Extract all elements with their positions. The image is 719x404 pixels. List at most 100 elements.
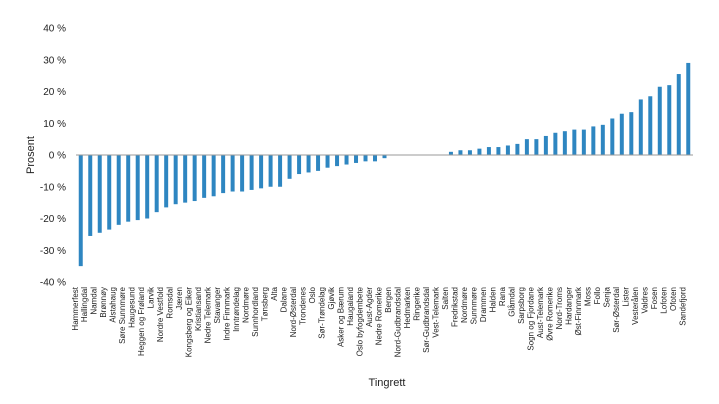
bar (126, 155, 131, 222)
bar (600, 124, 605, 155)
x-category-label: Sarpsborg (517, 287, 526, 324)
bar (154, 155, 159, 213)
x-category-label: Oslo (308, 286, 317, 303)
bar (259, 155, 264, 189)
bar (287, 155, 292, 179)
x-category-label: Nedre Telemark (204, 286, 213, 343)
x-category-label: Hardanger (564, 287, 573, 325)
bar (325, 155, 330, 168)
bar (382, 155, 387, 159)
y-tick-label: -10 % (40, 182, 66, 193)
bar (278, 155, 283, 187)
x-category-label: Asker og Bærum (337, 287, 346, 347)
bar (543, 135, 548, 155)
y-tick-label: 10 % (43, 119, 66, 130)
x-category-label: Nord-Gudbrandsdal (393, 287, 402, 357)
bar (505, 145, 510, 155)
x-category-label: Hammerfest (71, 286, 80, 330)
x-category-label: Tønsberg (261, 287, 270, 321)
x-category-label: Fosen (650, 287, 659, 309)
x-category-label: Heggen og Frøland (137, 287, 146, 356)
x-category-label: Hallingdal (80, 287, 89, 322)
x-category-label: Øvre Romerike (545, 286, 554, 340)
x-category-label: Bergen (384, 287, 393, 313)
bar (610, 118, 615, 155)
x-axis-title: Tingrett (369, 377, 406, 389)
x-category-label: Kristiansand (194, 287, 203, 331)
bar (145, 155, 150, 219)
x-category-label: Fredrikstad (450, 287, 459, 327)
x-category-label: Romsdal (166, 287, 175, 319)
bar (581, 129, 586, 155)
bar (192, 155, 197, 202)
bar (686, 62, 691, 155)
y-tick-label: 20 % (43, 87, 66, 98)
x-category-label: Sør-Østerdal (612, 287, 621, 333)
x-category-label: Haugaland (346, 287, 355, 326)
bar (496, 147, 501, 155)
x-category-label: Søre Sunnmøre (118, 286, 127, 343)
x-category-label: Rana (498, 286, 507, 306)
x-category-label: Nord-Troms (555, 287, 564, 329)
x-category-label: Alstahaug (109, 287, 118, 323)
bar (249, 155, 254, 190)
bar (107, 155, 112, 230)
y-tick-label: -20 % (40, 214, 66, 225)
x-category-label: Ringerike (412, 286, 421, 320)
x-category-label: Senja (602, 286, 611, 307)
x-category-label: Brønnøy (99, 287, 108, 318)
x-category-label: Hedmarken (403, 287, 412, 328)
bar (657, 86, 662, 155)
bar (486, 147, 491, 155)
bar (629, 112, 634, 155)
bar (173, 155, 178, 205)
y-axis-title: Prosent (25, 136, 37, 174)
y-tick-label: 40 % (43, 24, 66, 35)
x-category-label: Salten (441, 287, 450, 310)
x-category-label: Vesterålen (631, 287, 640, 325)
x-category-label: Aust-Telemark (536, 286, 545, 338)
bar (135, 155, 140, 221)
bar (553, 132, 558, 155)
bar (477, 148, 482, 155)
bar (667, 85, 672, 155)
x-category-label: Gjøvik (327, 286, 336, 310)
bar (316, 155, 321, 171)
bar (515, 143, 520, 155)
x-category-label: Sandefjord (678, 287, 687, 326)
x-category-label: Indre Finnmark (223, 286, 232, 341)
x-category-label: Trondenes (299, 287, 308, 325)
x-category-label: Ofoten (669, 287, 678, 311)
x-category-label: Drammen (479, 287, 488, 322)
x-category-label: Stavanger (213, 287, 222, 324)
bar (458, 150, 463, 155)
bar (230, 155, 235, 192)
x-category-label: Dalane (280, 286, 289, 312)
bar (78, 155, 83, 267)
bar (562, 131, 567, 155)
bar (97, 155, 102, 233)
x-category-label: Inntrøndelag (232, 287, 241, 332)
x-category-label: Sør-Trøndelag (318, 287, 327, 339)
y-tick-label: -40 % (40, 278, 66, 289)
x-category-label: Sunnhordland (251, 287, 260, 337)
bar (619, 113, 624, 155)
bar (183, 155, 188, 203)
bar (221, 155, 226, 194)
x-category-label: Glåmdal (507, 287, 516, 317)
bar (354, 155, 359, 163)
x-category-label: Oslo byfogdembete (356, 286, 365, 356)
x-category-label: Sør-Gudbrandsdal (422, 287, 431, 353)
bar (164, 155, 169, 208)
bar (344, 155, 349, 165)
bar (676, 74, 681, 155)
x-category-label: Haugesund (128, 287, 137, 328)
bar (363, 155, 368, 162)
x-category-labels: Hammerfest Hallingdal Namdal Brønnøy Alstaha… (71, 286, 688, 357)
bar (306, 155, 311, 173)
x-category-label: Lofoten (659, 287, 668, 314)
x-category-label: Jæren (175, 287, 184, 310)
bar (467, 150, 472, 155)
